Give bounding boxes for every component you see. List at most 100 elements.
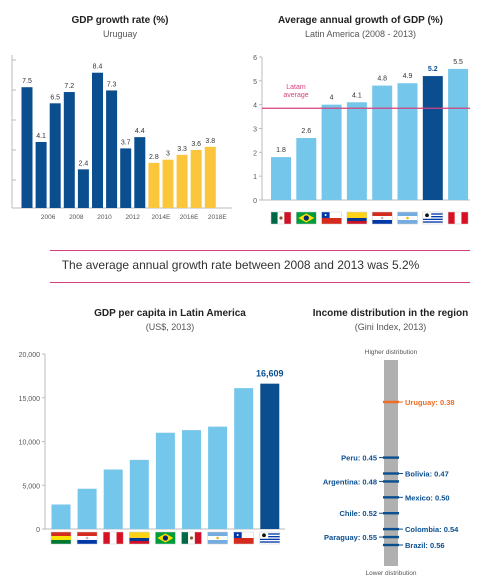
flag-part xyxy=(77,532,98,536)
avg-growth-panel: Average annual growth of GDP (%) Latin A… xyxy=(240,0,481,240)
bar xyxy=(448,68,469,201)
flag-icon xyxy=(259,531,281,545)
flag-border xyxy=(50,531,72,545)
flag-icon xyxy=(76,531,98,545)
bar xyxy=(21,87,33,208)
flag-part xyxy=(279,216,283,220)
flag-icon xyxy=(50,531,72,545)
bar xyxy=(51,504,71,529)
flag-border xyxy=(207,531,228,545)
flag-border xyxy=(447,211,469,225)
y-tick-label: 4 xyxy=(253,103,257,110)
flag-part xyxy=(422,218,443,220)
bar xyxy=(63,92,75,208)
flag-part xyxy=(448,212,455,224)
flag-border xyxy=(346,211,368,225)
flag-part xyxy=(207,532,228,536)
y-tick-label: 20,000 xyxy=(19,352,41,359)
reference-label: average xyxy=(283,92,308,99)
bar xyxy=(321,104,342,200)
bar xyxy=(372,85,393,200)
y-tick-label: 2 xyxy=(253,150,257,157)
y-tick-label: 5 xyxy=(253,79,257,86)
bar xyxy=(190,150,202,208)
bar xyxy=(296,138,317,200)
divider-top xyxy=(50,250,470,251)
flag-part xyxy=(324,214,327,216)
bar xyxy=(260,383,280,529)
data-label: 8.4 xyxy=(93,64,103,71)
gdp-growth-chart: 7.5 4.1 6.5 7.2 2.4 8.4 7.3 3.7 4.4 2.8 3 3.3 3.6 3.8… xyxy=(11,55,232,221)
flag-part xyxy=(103,532,110,544)
gini-label: Brazil: 0.56 xyxy=(405,541,445,550)
divider-bottom xyxy=(50,282,470,283)
flag-part xyxy=(422,213,443,215)
flag-part xyxy=(259,541,280,543)
flag-part xyxy=(77,540,98,544)
flag-icon xyxy=(321,211,342,225)
flag-icon xyxy=(447,211,469,225)
data-label: 3.3 xyxy=(177,146,187,153)
flag-part xyxy=(85,536,89,540)
flag-part xyxy=(129,532,150,538)
x-tick-label: 2014E xyxy=(152,214,171,221)
flag-part xyxy=(321,212,342,218)
flag-icon xyxy=(270,211,292,225)
bar xyxy=(103,469,123,529)
gini-marker xyxy=(383,472,399,475)
bar xyxy=(92,72,103,208)
flag-part xyxy=(372,220,393,224)
bar xyxy=(204,146,216,208)
flag-part xyxy=(259,533,280,535)
data-label: 7.5 xyxy=(22,78,32,85)
data-label: 2.8 xyxy=(149,154,159,161)
flag-icon xyxy=(233,531,254,545)
flag-part xyxy=(181,532,189,544)
data-label: 3.8 xyxy=(205,138,215,145)
flag-border xyxy=(321,211,342,225)
x-tick-label: 2016E xyxy=(180,214,199,221)
y-tick-label: 1 xyxy=(253,174,257,181)
flag-icon xyxy=(296,211,317,225)
bar xyxy=(176,154,188,208)
flag-part xyxy=(189,536,194,540)
gini-panel: Income distribution in the region (Gini … xyxy=(300,300,481,340)
x-tick-label: 2008 xyxy=(69,214,84,221)
bar xyxy=(120,148,132,208)
data-label: 1.8 xyxy=(276,147,286,154)
flag-border xyxy=(371,211,393,225)
gini-label: Bolivia: 0.47 xyxy=(405,470,449,479)
flag-border xyxy=(422,211,444,225)
data-label: 2.6 xyxy=(301,128,311,135)
flag-part xyxy=(321,218,342,224)
flag-part xyxy=(425,213,429,218)
y-tick-label: 6 xyxy=(253,55,257,62)
x-tick-label: 2010 xyxy=(97,214,112,221)
x-tick-label: 2006 xyxy=(41,214,56,221)
flag-part xyxy=(129,538,150,541)
y-tick-label: 0 xyxy=(36,527,40,534)
bar xyxy=(155,432,175,529)
gini-marker xyxy=(383,543,399,547)
flag-icon xyxy=(181,531,202,545)
flag-border xyxy=(155,531,176,545)
chart-subtitle: (Gini Index, 2013) xyxy=(354,322,427,332)
data-label: 6.5 xyxy=(50,94,60,101)
gdp-growth-panel: GDP growth rate (%) Uruguay xyxy=(0,0,240,240)
flag-part xyxy=(51,536,71,540)
flag-icon xyxy=(397,211,418,225)
flag-border xyxy=(102,531,124,545)
flag-part xyxy=(422,221,443,223)
data-label: 4.9 xyxy=(403,73,413,80)
bar xyxy=(148,162,160,208)
chart-title: Average annual growth of GDP (%) xyxy=(277,15,444,26)
gini-marker xyxy=(383,527,399,531)
flag-part xyxy=(51,540,71,544)
bar xyxy=(182,430,201,529)
data-label: 4.4 xyxy=(135,128,145,135)
y-tick-label: 15,000 xyxy=(19,396,41,403)
bar xyxy=(234,388,254,529)
flag-border xyxy=(259,531,281,545)
flag-icon xyxy=(129,531,150,545)
bar xyxy=(162,159,174,208)
